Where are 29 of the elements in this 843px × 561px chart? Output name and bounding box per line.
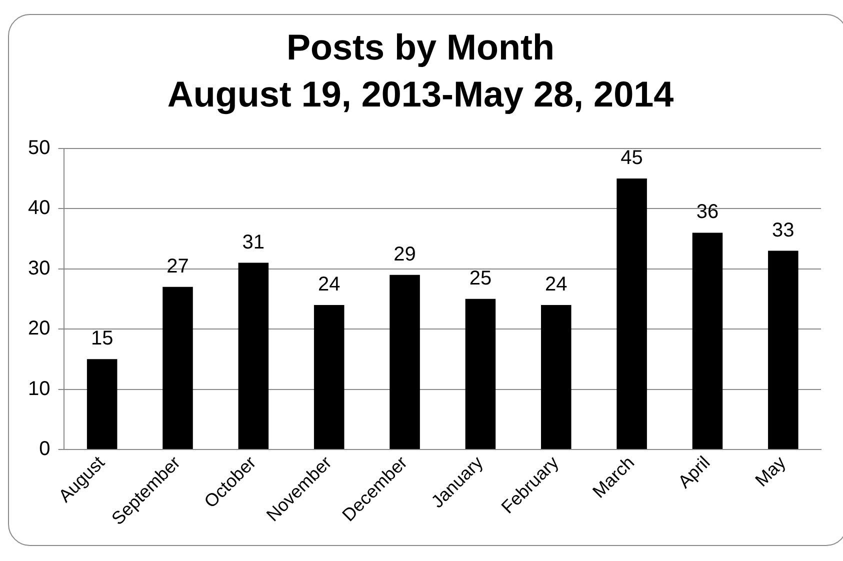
y-tick-label: 40 [28,197,50,220]
chart-title: Posts by Month [286,26,554,68]
data-label: 29 [394,243,416,266]
data-label: 25 [469,267,492,290]
data-label: 33 [772,219,794,242]
data-label: 45 [620,147,643,170]
bar [390,274,420,449]
bar [238,262,269,449]
bar [314,304,344,449]
bar [692,232,723,449]
bar [86,359,118,449]
x-tick-label: May [751,452,790,490]
data-label: 15 [90,328,114,350]
data-label: 24 [318,273,340,296]
data-label: 31 [242,231,265,254]
chart-subtitle: August 19, 2013-May 28, 2014 [167,74,674,115]
data-label: 27 [166,255,189,278]
y-tick-label: 20 [28,318,50,340]
y-tick-label: 0 [39,438,50,460]
bar [162,286,193,449]
y-tick-label: 50 [28,136,50,159]
data-label: 24 [545,273,568,296]
y-tick-label: 10 [28,378,50,400]
bar [616,178,647,449]
bar [465,298,496,449]
bar [768,250,798,449]
bar [541,304,572,449]
y-tick-label: 30 [28,257,50,280]
data-label: 36 [696,201,719,224]
